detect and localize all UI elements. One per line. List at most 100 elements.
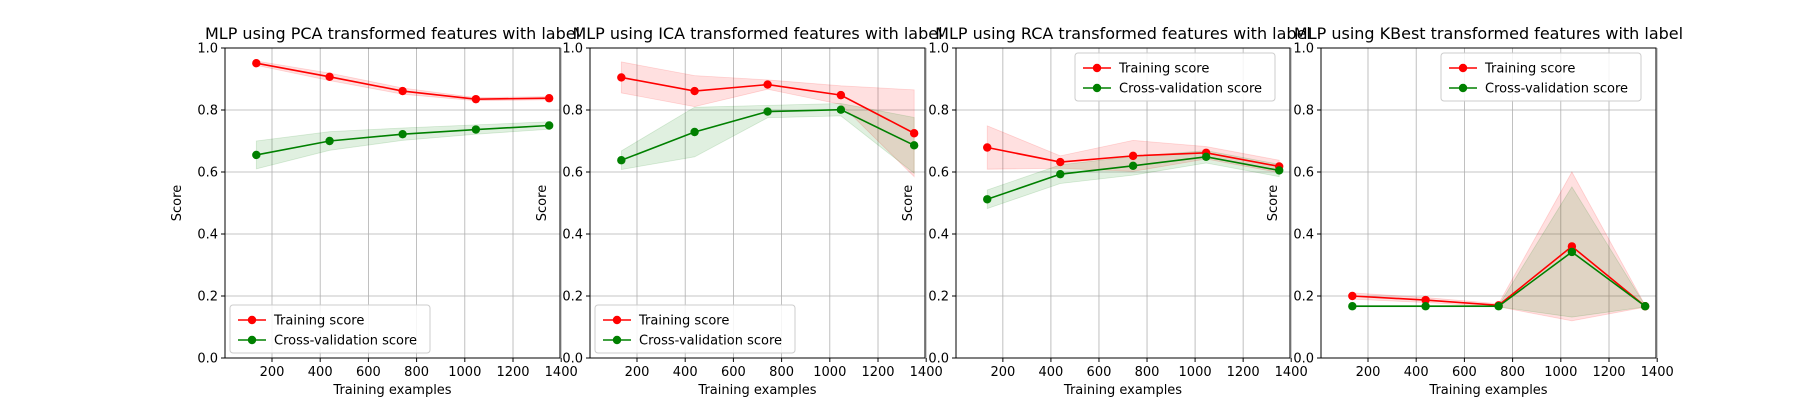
x-tick-label: 1200: [1592, 365, 1625, 380]
data-point-training: [690, 86, 699, 96]
plot-area-frame: [589, 47, 926, 359]
legend-box: [594, 304, 796, 354]
chart-title: MLP using KBest transformed features wit…: [1294, 24, 1683, 43]
legend-swatch-marker-cross-validation: [1458, 83, 1468, 93]
x-axis-label: Training examples: [332, 383, 451, 398]
legend-box: [229, 304, 431, 354]
legend-swatch-marker-training: [247, 315, 257, 325]
y-tick-label: 0.2: [562, 290, 583, 305]
x-tick-label: 600: [721, 365, 746, 380]
legend-swatch-marker-training: [1458, 63, 1468, 73]
legend-swatch-marker-cross-validation: [612, 335, 622, 345]
data-point-cross-validation: [1640, 302, 1650, 311]
data-point-training: [983, 143, 992, 152]
legend-label-training: Training score: [638, 314, 729, 329]
x-tick-label: 200: [260, 365, 285, 380]
legend-label-cross-validation: Cross-validation score: [1119, 82, 1262, 97]
x-tick-label: 400: [1404, 365, 1429, 380]
y-tick-label: 0.6: [1293, 166, 1314, 181]
x-tick-label: 1400: [545, 365, 578, 380]
data-point-cross-validation: [252, 150, 261, 160]
plot-area-frame: [955, 47, 1291, 359]
legend-swatch-marker-training: [612, 315, 622, 325]
x-tick-label: 1000: [1179, 365, 1212, 380]
x-tick-label: 1000: [1544, 365, 1577, 380]
y-tick-label: 0.6: [197, 166, 218, 181]
data-point-cross-validation: [1128, 161, 1138, 170]
y-tick-label: 0.4: [1293, 228, 1314, 243]
y-tick-label: 0.0: [1293, 352, 1314, 367]
data-point-training: [1421, 295, 1430, 305]
x-tick-label: 1400: [1641, 365, 1674, 380]
legend-swatch-marker-cross-validation: [247, 335, 257, 345]
x-axis-label: Training examples: [1428, 383, 1547, 398]
legend-label-cross-validation: Cross-validation score: [639, 334, 782, 349]
x-tick-label: 1200: [861, 365, 894, 380]
y-tick-label: 0.2: [197, 290, 218, 305]
data-point-cross-validation: [690, 127, 699, 137]
legend: Training score Cross-validation score: [594, 304, 796, 354]
data-point-cross-validation: [617, 156, 626, 165]
legend-label-training: Training score: [1118, 62, 1209, 77]
y-axis-label: Score: [901, 185, 916, 221]
x-tick-label: 800: [1500, 365, 1525, 380]
data-point-training: [909, 129, 919, 138]
chart-title: MLP using ICA transformed features with …: [572, 24, 942, 43]
x-axis-label: Training examples: [1063, 383, 1182, 398]
y-tick-label: 0.0: [197, 352, 218, 367]
x-tick-label: 1400: [1275, 365, 1308, 380]
y-tick-label: 1.0: [197, 42, 218, 57]
chart-panel-3: 200 400 600 800 1000 1200 14000.00.20.40.60.81…: [901, 24, 1311, 398]
data-point-cross-validation: [909, 141, 919, 150]
data-point-training: [325, 72, 334, 82]
data-point-cross-validation: [1494, 302, 1503, 311]
legend-box: [1074, 52, 1276, 102]
data-point-cross-validation: [1567, 247, 1577, 257]
data-point-cross-validation: [983, 195, 992, 204]
y-tick-label: 0.4: [928, 228, 949, 243]
y-tick-label: 0.2: [928, 290, 949, 305]
x-tick-label: 400: [308, 365, 333, 380]
y-tick-label: 1.0: [928, 42, 949, 57]
y-axis-label: Score: [1266, 185, 1281, 221]
legend-label-training: Training score: [1484, 62, 1575, 77]
legend-label-cross-validation: Cross-validation score: [274, 334, 417, 349]
data-point-training: [1056, 157, 1065, 167]
y-tick-label: 0.2: [1293, 290, 1314, 305]
legend-swatch-marker-training: [1092, 63, 1102, 73]
data-point-training: [1348, 291, 1357, 301]
legend: Training score Cross-validation score: [1074, 52, 1276, 102]
plot-area-frame: [1320, 47, 1657, 359]
data-point-training: [398, 86, 407, 96]
data-point-training: [1128, 151, 1138, 161]
legend-box: [1440, 52, 1642, 102]
confidence-band-cross-validation: [255, 121, 550, 170]
x-tick-label: 1200: [1227, 365, 1260, 380]
x-tick-label: 1000: [448, 365, 481, 380]
y-tick-label: 0.6: [562, 166, 583, 181]
x-tick-label: 800: [404, 365, 429, 380]
data-point-cross-validation: [1348, 302, 1357, 311]
x-tick-label: 800: [769, 365, 794, 380]
data-point-cross-validation: [398, 129, 407, 139]
data-point-cross-validation: [1421, 302, 1430, 311]
x-tick-label: 1000: [813, 365, 846, 380]
x-axis-label: Training examples: [697, 383, 816, 398]
y-tick-label: 0.8: [197, 104, 218, 119]
y-axis-label: Score: [170, 185, 185, 221]
data-point-cross-validation: [836, 105, 846, 114]
chart-panel-2: 200 400 600 800 1000 1200 14000.00.20.40.60.81…: [535, 24, 943, 398]
x-tick-label: 400: [673, 365, 698, 380]
data-point-cross-validation: [1201, 152, 1211, 162]
x-tick-label: 400: [1038, 365, 1063, 380]
y-tick-label: 0.8: [1293, 104, 1314, 119]
chart-panel-4: 200 400 600 800 1000 1200 14000.00.20.40.60.81…: [1266, 24, 1683, 398]
x-tick-label: 200: [625, 365, 650, 380]
data-point-training: [763, 80, 772, 89]
y-tick-label: 0.8: [928, 104, 949, 119]
legend-label-cross-validation: Cross-validation score: [1485, 82, 1628, 97]
data-point-cross-validation: [325, 136, 334, 146]
data-point-training: [471, 94, 481, 104]
chart-title: MLP using RCA transformed features with …: [935, 24, 1311, 43]
x-tick-label: 600: [356, 365, 381, 380]
